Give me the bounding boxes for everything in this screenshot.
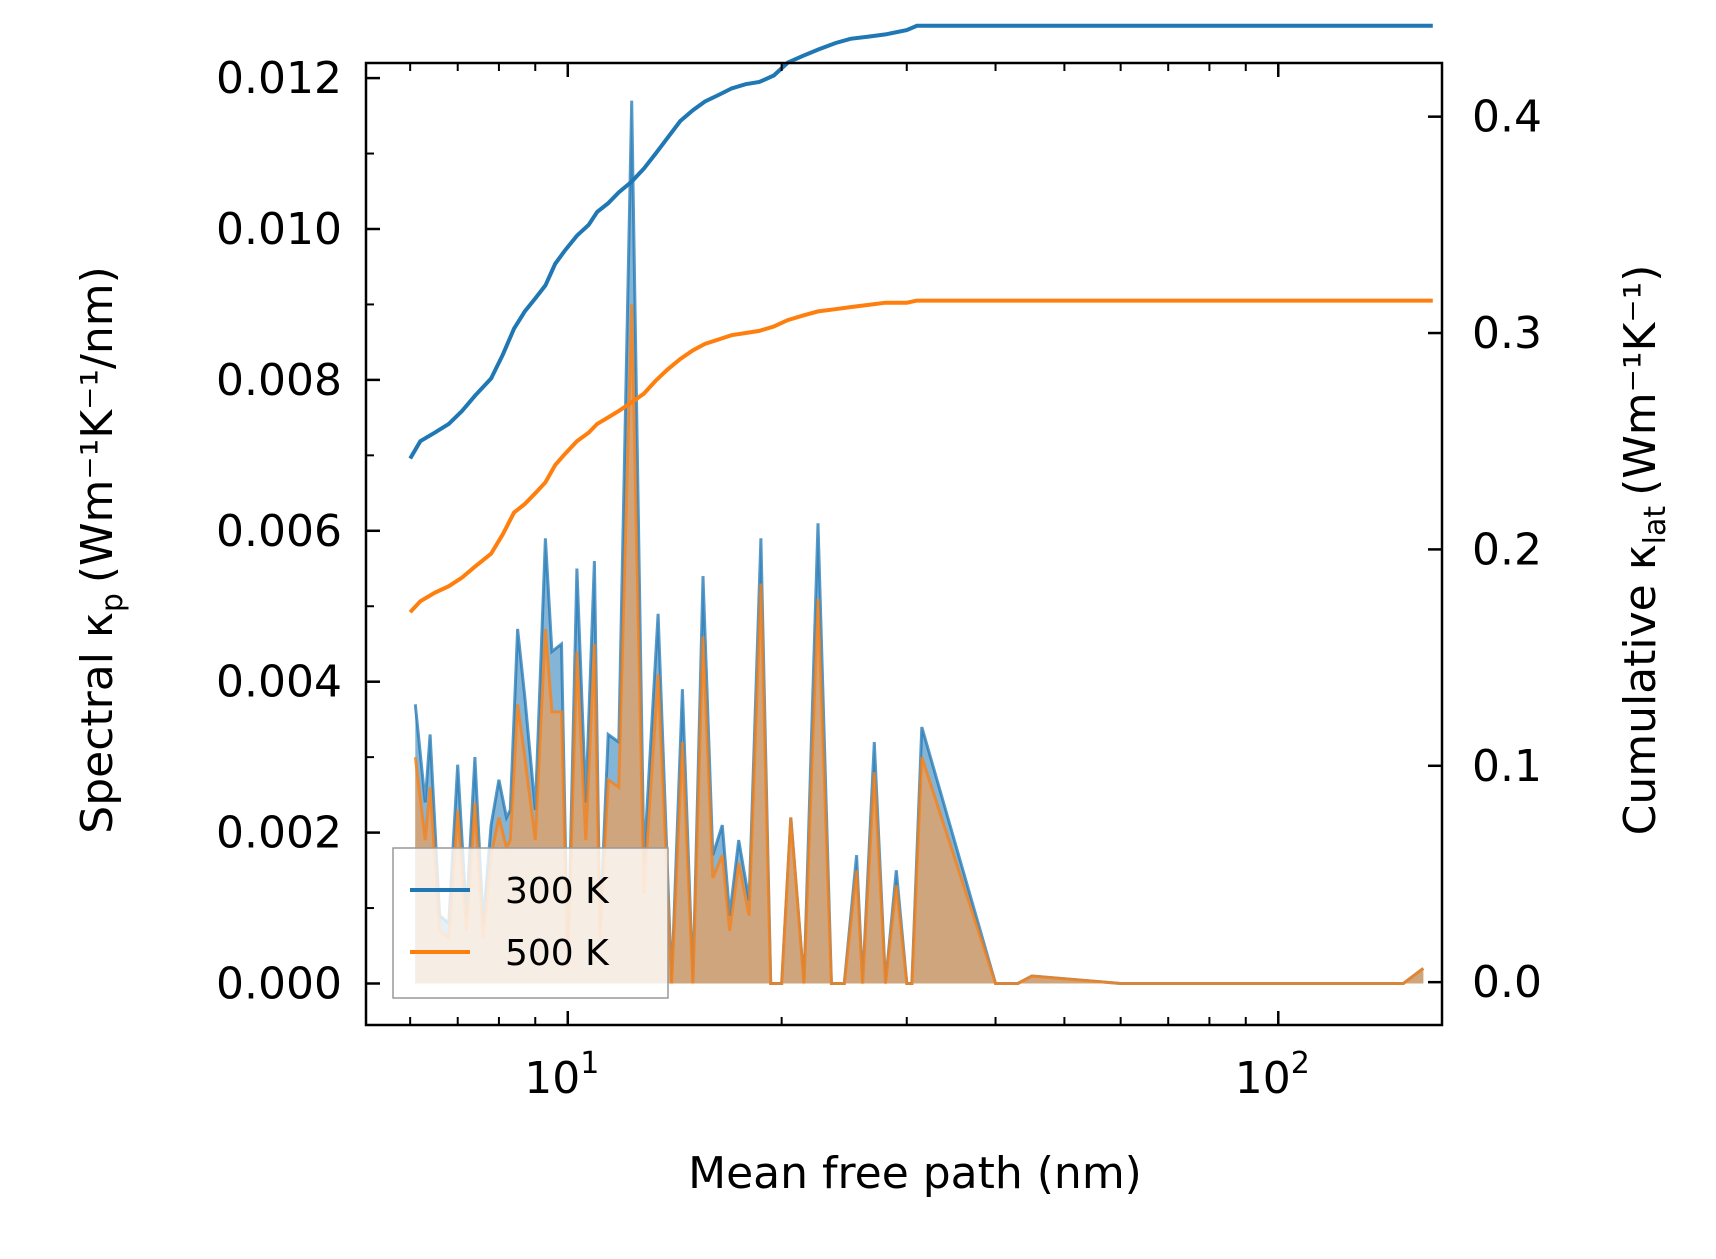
y-left-tick-label: 0.012 xyxy=(216,53,342,104)
y-left-tick-label: 0.010 xyxy=(216,204,342,255)
x-tick-label: 102 xyxy=(1235,1046,1310,1104)
series-lines xyxy=(408,23,1433,614)
spectral-300-line xyxy=(413,100,1425,985)
axis-tick-labels: 0.000 0.002 0.004 0.006 0.008 0.010 0.012 0.0 0.… xyxy=(216,53,1542,1104)
cumulative-300-line xyxy=(408,23,1433,460)
y-right-tick-label: 0.1 xyxy=(1472,741,1542,792)
y-left-tick-label: 0.002 xyxy=(216,808,342,859)
y-left-tick-label: 0.000 xyxy=(216,959,342,1010)
right-axis-title: Cumulative κlat(Wm⁻¹K⁻¹) xyxy=(1615,265,1673,836)
left-axis-title: Spectral κp(Wm⁻¹K⁻¹/nm) xyxy=(72,266,130,833)
y-left-tick-label: 0.008 xyxy=(216,355,342,406)
cumulative-500-line xyxy=(408,298,1433,614)
y-right-tick-label: 0.3 xyxy=(1472,308,1542,359)
axis-ticks xyxy=(366,63,1442,1025)
spectral-500-line xyxy=(413,304,1425,985)
legend-box xyxy=(392,847,669,999)
y-right-tick-label: 0.0 xyxy=(1472,957,1542,1008)
y-right-tick-label: 0.4 xyxy=(1472,92,1542,143)
legend: 300 K 500 K xyxy=(392,847,669,999)
y-left-tick-label: 0.006 xyxy=(216,506,342,557)
legend-label-500: 500 K xyxy=(505,933,610,974)
y-right-tick-label: 0.2 xyxy=(1472,524,1542,575)
legend-label-300: 300 K xyxy=(505,871,610,912)
plot-frame xyxy=(364,61,1444,1027)
x-axis-title: Mean free path (nm) xyxy=(688,1148,1142,1199)
y-left-tick-label: 0.004 xyxy=(216,657,342,708)
x-tick-label: 101 xyxy=(524,1046,599,1104)
